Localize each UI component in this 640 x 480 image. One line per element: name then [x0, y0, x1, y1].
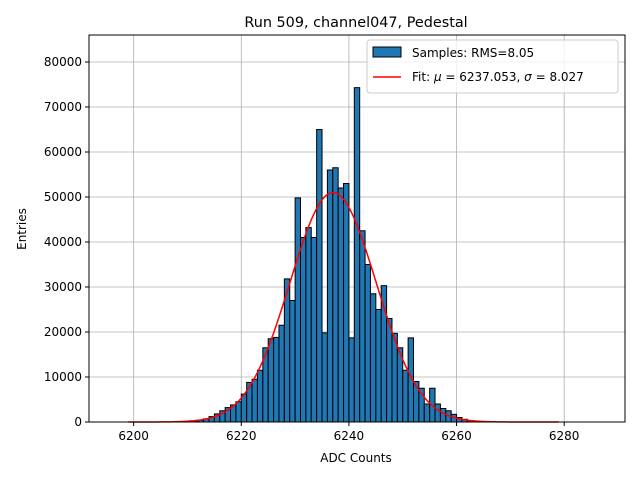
- histogram-bar: [316, 129, 323, 423]
- histogram-bar: [246, 381, 253, 423]
- histogram-bar: [332, 167, 339, 423]
- histogram-bar: [278, 324, 285, 423]
- histogram-bar: [348, 337, 355, 423]
- histogram-bar: [434, 403, 441, 423]
- histogram-bar: [343, 183, 350, 423]
- histogram-bar: [353, 87, 361, 423]
- axis-ticks: 6200 6220 6240 6260 6280 0 10000 20000 30000 4000…: [44, 55, 580, 443]
- fit-label-prefix: Fit:: [412, 70, 434, 84]
- x-tick-label: 6220: [226, 429, 257, 443]
- histogram-bar: [267, 338, 275, 423]
- plot-frame: [88, 34, 626, 423]
- histogram-bar: [240, 393, 248, 423]
- histogram-bar: [273, 336, 280, 423]
- y-tick-label: 20000: [44, 325, 82, 339]
- histogram-bar: [305, 227, 312, 423]
- histogram-bar: [299, 237, 307, 423]
- histogram-bar: [375, 309, 382, 423]
- y-tick-label: 70000: [44, 100, 82, 114]
- y-tick-label: 10000: [44, 370, 82, 384]
- legend-swatch-histogram: [372, 46, 402, 58]
- sigma-value: = 8.027: [532, 70, 584, 84]
- histogram-bar: [326, 169, 334, 423]
- histogram-bar: [364, 264, 371, 423]
- x-tick-label: 6240: [334, 429, 365, 443]
- histogram-bar: [439, 408, 447, 423]
- y-tick-label: 30000: [44, 280, 82, 294]
- histogram-bar: [386, 318, 393, 423]
- mu-symbol: μ: [433, 70, 442, 84]
- y-tick-label: 40000: [44, 235, 82, 249]
- legend-label-histogram: Samples: RMS=8.05: [412, 46, 534, 60]
- y-tick-label: 60000: [44, 145, 82, 159]
- x-axis-label: ADC Counts: [320, 451, 392, 465]
- chart-title: Run 509, channel047, Pedestal: [244, 15, 467, 31]
- histogram-bar: [321, 332, 328, 423]
- histogram-bar: [337, 187, 345, 423]
- x-tick-label: 6200: [118, 429, 149, 443]
- legend: Samples: RMS=8.05 Fit: μ = 6237.053, σ =…: [366, 39, 619, 94]
- y-tick-label: 50000: [44, 190, 82, 204]
- y-tick-label: 80000: [44, 55, 82, 69]
- histogram-bar: [423, 403, 431, 423]
- histogram-bar: [369, 293, 377, 423]
- histogram-bar: [391, 332, 398, 423]
- sigma-symbol: σ: [524, 70, 532, 84]
- mu-value: = 6237.053,: [442, 70, 525, 84]
- histogram-bar: [256, 369, 264, 423]
- histogram-bar: [402, 369, 409, 423]
- legend-label-fit: Fit: μ = 6237.053, σ = 8.027: [412, 70, 584, 84]
- x-tick-label: 6280: [549, 429, 580, 443]
- histogram-bar: [310, 237, 318, 423]
- histogram-bar: [251, 378, 258, 423]
- histogram-bar: [235, 401, 242, 423]
- histogram-bar: [294, 197, 301, 423]
- y-axis-label: Entries: [15, 208, 29, 250]
- x-tick-label: 6260: [441, 429, 472, 443]
- histogram-bar: [359, 230, 366, 423]
- y-tick-label: 0: [74, 415, 82, 429]
- legend-box: [366, 39, 619, 94]
- histogram-bar: [289, 300, 296, 423]
